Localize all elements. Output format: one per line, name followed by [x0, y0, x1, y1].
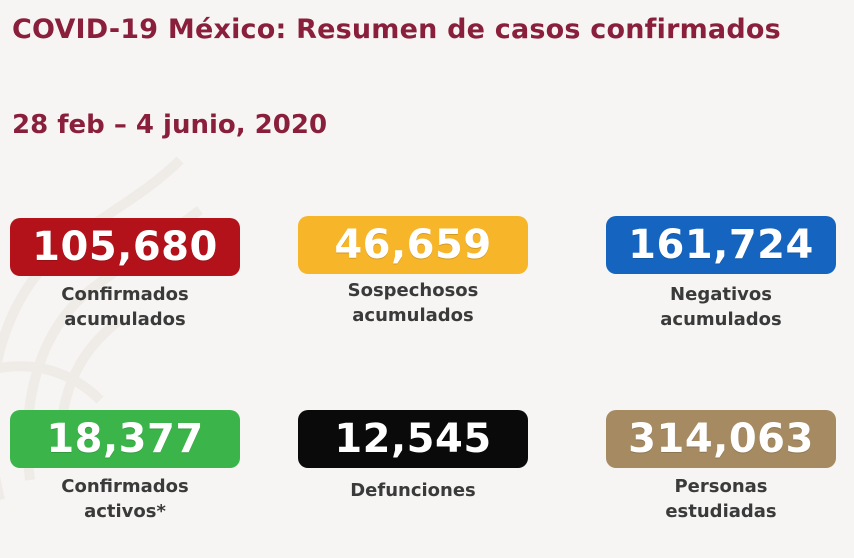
- stat-defunciones: 12,545 Defunciones: [298, 410, 528, 503]
- stat-label: Defunciones: [350, 480, 476, 501]
- stat-sospechosos-acumulados: 46,659 Sospechosos acumulados: [298, 216, 528, 328]
- stat-label: Sospechosos acumulados: [347, 280, 479, 326]
- stat-label: Negativos acumulados: [660, 284, 782, 330]
- stat-confirmados-acumulados: 105,680 Confirmados acumulados: [10, 218, 240, 332]
- date-range: 28 feb – 4 junio, 2020: [12, 110, 328, 140]
- stat-value-box: 314,063: [606, 410, 836, 468]
- stat-label: Personas estudiadas: [665, 476, 777, 522]
- stat-negativos-acumulados: 161,724 Negativos acumulados: [606, 216, 836, 332]
- stat-value-box: 161,724: [606, 216, 836, 274]
- stat-value-box: 12,545: [298, 410, 528, 468]
- page-title: COVID-19 México: Resumen de casos confir…: [12, 14, 781, 45]
- stat-label: Confirmados activos*: [61, 476, 189, 522]
- stat-value-box: 18,377: [10, 410, 240, 468]
- stat-label: Confirmados acumulados: [61, 284, 189, 330]
- stat-personas-estudiadas: 314,063 Personas estudiadas: [606, 410, 836, 524]
- stat-confirmados-activos: 18,377 Confirmados activos*: [10, 410, 240, 524]
- stat-value-box: 46,659: [298, 216, 528, 274]
- stat-value-box: 105,680: [10, 218, 240, 276]
